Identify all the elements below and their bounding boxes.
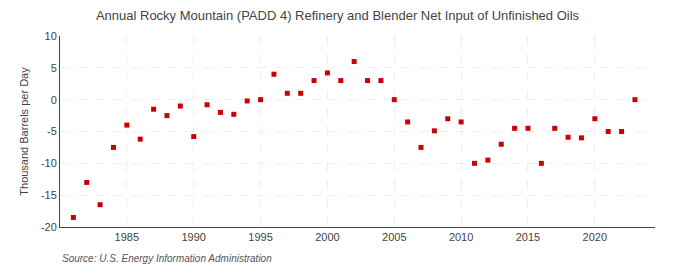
svg-text:10: 10 <box>45 30 57 42</box>
svg-text:1985: 1985 <box>115 231 139 243</box>
svg-text:1990: 1990 <box>181 231 205 243</box>
svg-text:2010: 2010 <box>449 231 473 243</box>
svg-text:Annual Rocky Mountain (PADD 4): Annual Rocky Mountain (PADD 4) Refinery … <box>96 8 580 23</box>
svg-text:Source: U.S. Energy Informatio: Source: U.S. Energy Information Administ… <box>62 253 272 264</box>
svg-text:-15: -15 <box>41 189 57 201</box>
svg-text:2000: 2000 <box>315 231 339 243</box>
svg-text:0: 0 <box>51 94 57 106</box>
svg-text:2020: 2020 <box>583 231 607 243</box>
svg-text:2005: 2005 <box>382 231 406 243</box>
svg-text:-10: -10 <box>41 157 57 169</box>
svg-text:2015: 2015 <box>516 231 540 243</box>
svg-text:5: 5 <box>51 62 57 74</box>
svg-text:1995: 1995 <box>248 231 272 243</box>
svg-text:Thousand Barrels per Day: Thousand Barrels per Day <box>18 67 30 196</box>
svg-text:-5: -5 <box>47 125 57 137</box>
svg-text:-20: -20 <box>41 221 57 233</box>
